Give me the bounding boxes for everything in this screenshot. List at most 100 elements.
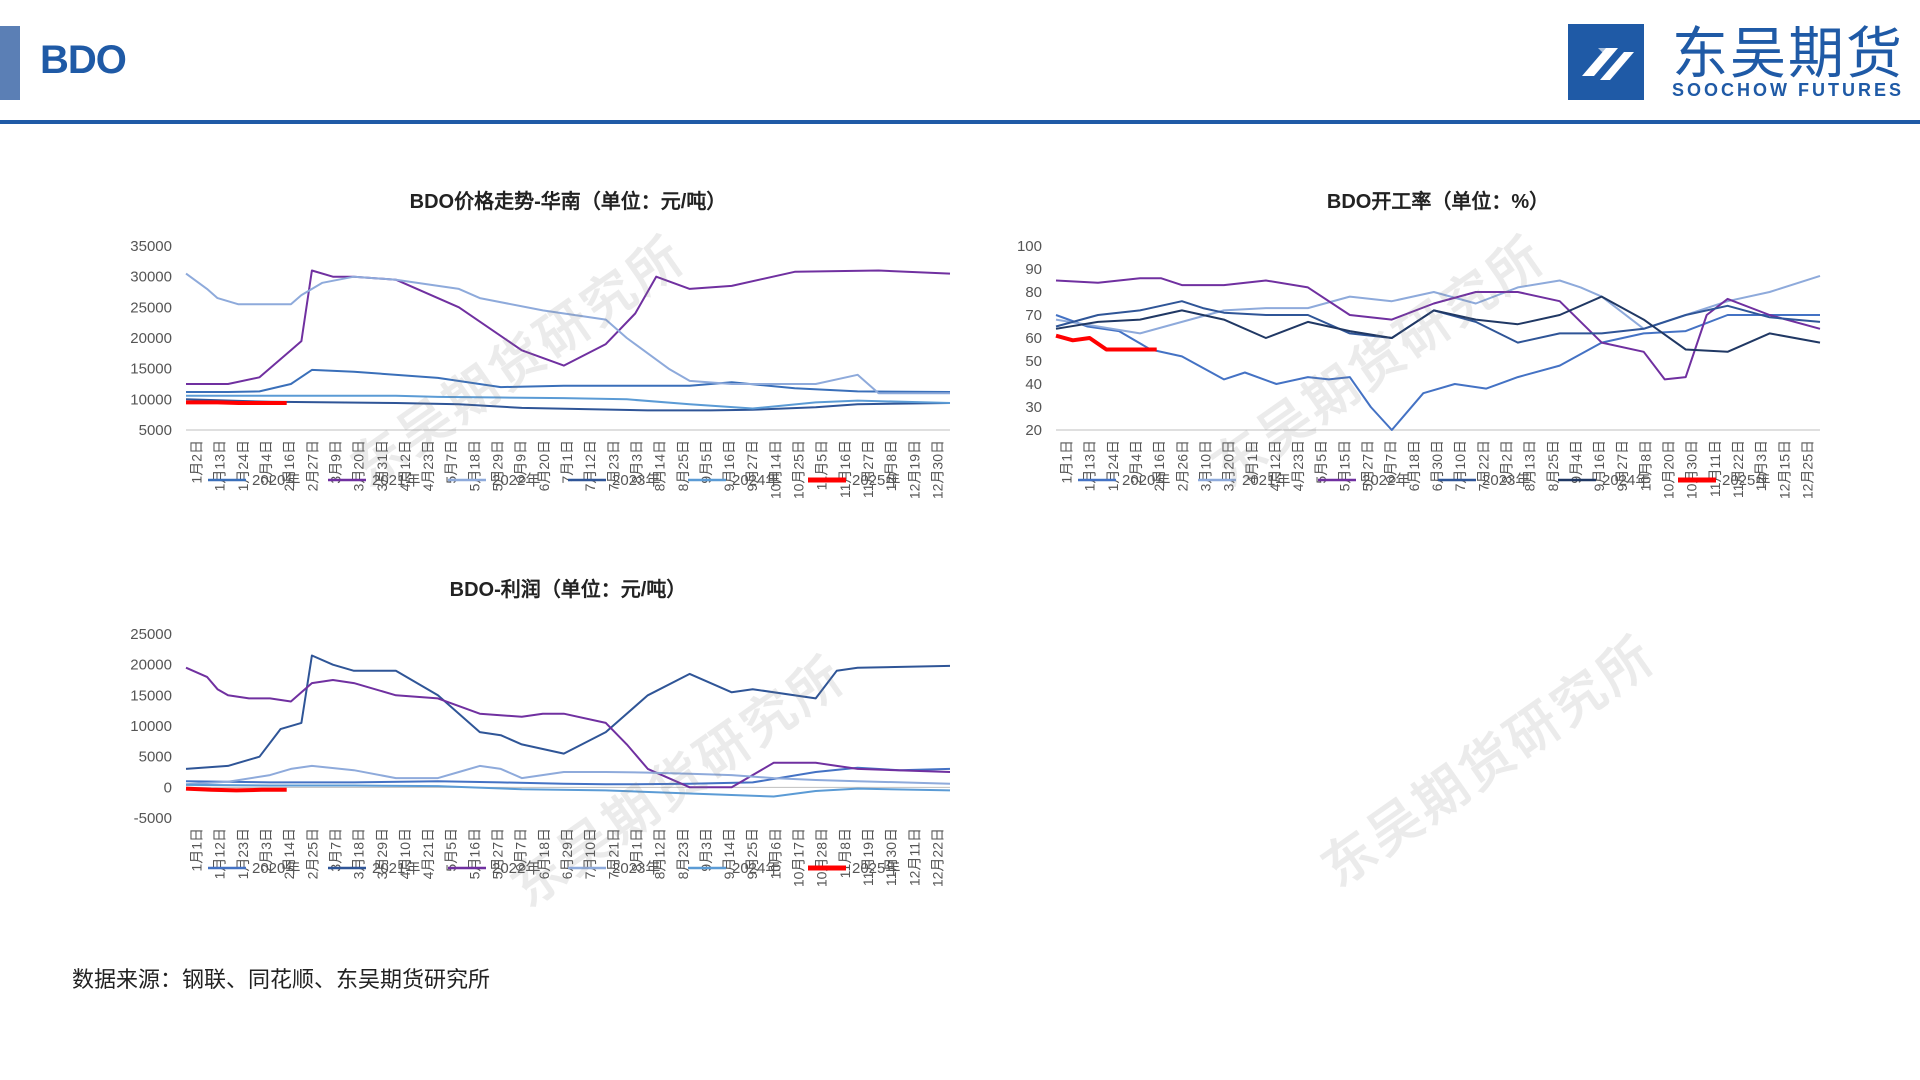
series-line-2024年 <box>185 783 951 798</box>
y-tick-label: 5000 <box>139 749 172 766</box>
x-tick-label: 9月16日 <box>721 440 737 491</box>
x-tick-label: 7月10日 <box>582 828 598 879</box>
y-tick-label: 15000 <box>130 687 172 704</box>
x-tick-label: 6月20日 <box>536 440 552 491</box>
x-tick-label: 8月23日 <box>675 828 691 879</box>
x-tick-label: 12月11日 <box>906 828 922 886</box>
x-tick-label: 1月24日 <box>1105 440 1121 491</box>
x-tick-label: 4月23日 <box>420 440 436 491</box>
company-logo: 东吴期货 SOOCHOW FUTURES <box>1568 22 1908 100</box>
x-tick-label: 8月14日 <box>652 440 668 491</box>
x-tick-label: 1月13日 <box>1082 440 1098 491</box>
y-tick-label: 25000 <box>130 299 172 316</box>
x-tick-label: 5月27日 <box>490 828 506 879</box>
x-tick-label: 8月25日 <box>675 440 691 491</box>
legend-label: 2021年 <box>372 860 420 877</box>
watermark: 东吴期货研究所 <box>1311 625 1667 899</box>
x-tick-label: 8月1日 <box>628 828 644 872</box>
chart-title: BDO-利润（单位：元/吨） <box>450 577 687 601</box>
x-tick-label: 7月22日 <box>1475 440 1491 491</box>
x-tick-label: 7月21日 <box>605 828 621 879</box>
x-tick-label: 12月19日 <box>906 440 922 499</box>
x-tick-label: 6月18日 <box>1406 440 1422 491</box>
x-tick-label: 9月5日 <box>698 440 714 484</box>
x-tick-label: 10月17日 <box>791 828 807 887</box>
y-tick-label: 90 <box>1025 261 1042 278</box>
series-line-2025年 <box>185 786 287 793</box>
x-tick-label: 1月12日 <box>212 828 228 879</box>
x-tick-label: 2月4日 <box>1128 440 1144 484</box>
legend-label: 2025年 <box>852 860 900 877</box>
x-tick-label: 4月12日 <box>1267 440 1283 491</box>
x-tick-label: 12月30日 <box>929 440 945 499</box>
y-tick-label: 10000 <box>130 391 172 408</box>
x-tick-label: 5月7日 <box>443 440 459 484</box>
x-tick-label: 1月2日 <box>189 440 205 484</box>
x-tick-label: 6月7日 <box>1383 440 1399 484</box>
x-tick-label: 1月13日 <box>212 440 228 491</box>
x-tick-label: 3月29日 <box>374 828 390 879</box>
x-tick-label: 6月18日 <box>536 828 552 879</box>
y-tick-label: 10000 <box>130 718 172 735</box>
x-tick-label: 3月10日 <box>1197 440 1213 491</box>
x-tick-label: 10月20日 <box>1661 440 1677 499</box>
x-tick-label: 10月28日 <box>814 828 830 887</box>
series-line-2020年 <box>186 368 951 393</box>
x-tick-label: 9月27日 <box>744 440 760 491</box>
y-tick-label: 35000 <box>130 238 172 255</box>
x-tick-label: 8月3日 <box>628 440 644 484</box>
x-tick-label: 2月16日 <box>281 440 297 491</box>
x-tick-label: 5月5日 <box>1313 440 1329 484</box>
y-tick-label: 20000 <box>130 330 172 347</box>
x-tick-label: 7月23日 <box>605 440 621 491</box>
series-line-2023年 <box>185 398 951 412</box>
y-tick-label: 30 <box>1025 399 1042 416</box>
x-tick-label: 1月23日 <box>235 828 251 879</box>
legend-label: 2023年 <box>1482 472 1530 489</box>
legend-label: 2020年 <box>1122 472 1170 489</box>
x-tick-label: 2月4日 <box>258 440 274 484</box>
x-tick-label: 11月19日 <box>860 828 876 886</box>
x-tick-label: 2月26日 <box>1174 440 1190 491</box>
chart-title: BDO开工率（单位：%） <box>1327 189 1549 213</box>
legend-label: 2023年 <box>612 472 660 489</box>
x-tick-label: 2月3日 <box>258 828 274 872</box>
x-tick-label: 2月14日 <box>281 828 297 879</box>
x-tick-label: 10月30日 <box>1684 440 1700 499</box>
x-tick-label: 1月24日 <box>235 440 251 491</box>
series-line-2023年 <box>185 764 951 786</box>
series-line-2025年 <box>186 400 287 405</box>
x-tick-label: 6月30日 <box>1429 440 1445 491</box>
operating-rate-chart: BDO开工率（单位：%） 20 30 40 50 60 70 80 90 100 1月1日 1月13日… <box>1017 189 1821 499</box>
logo-chinese-text: 东吴期货 <box>1672 22 1904 85</box>
x-tick-label: 4月12日 <box>397 440 413 491</box>
x-tick-label: 5月16日 <box>466 828 482 879</box>
data-source-note: 数据来源：钢联、同花顺、东吴期货研究所 <box>72 967 491 992</box>
y-tick-label: 5000 <box>139 422 172 439</box>
x-tick-label: 8月2日 <box>1498 440 1514 484</box>
y-tick-label: 20000 <box>130 657 172 674</box>
page-title: BDO <box>40 38 127 82</box>
x-tick-label: 5月27日 <box>1360 440 1376 491</box>
x-tick-label: 11月16日 <box>837 440 853 498</box>
y-tick-label: 80 <box>1025 284 1042 301</box>
x-tick-label: 8月12日 <box>652 828 668 879</box>
x-tick-label: 6月9日 <box>513 440 529 484</box>
series-line-2024年 <box>186 394 951 410</box>
x-tick-label: 5月15日 <box>1336 440 1352 491</box>
x-tick-label: 12月25日 <box>1799 440 1815 499</box>
x-tick-label: 1月1日 <box>189 828 205 872</box>
series-line-2020年 <box>1055 314 1820 431</box>
y-tick-label: 20 <box>1025 422 1042 439</box>
x-tick-label: 3月20日 <box>351 440 367 491</box>
x-tick-label: 1月1日 <box>1059 440 1075 484</box>
x-tick-label: 10月25日 <box>791 440 807 499</box>
x-tick-label: 5月5日 <box>443 828 459 872</box>
legend-label: 2023年 <box>612 860 660 877</box>
x-tick-label: 10月8日 <box>1637 440 1653 491</box>
price-chart: BDO价格走势-华南（单位：元/吨） 5000 10000 15000 20000 250… <box>130 189 951 499</box>
x-tick-label: 6月29日 <box>559 828 575 879</box>
legend-label: 2022年 <box>492 472 540 489</box>
logo-mark-icon <box>1568 24 1644 100</box>
y-tick-label: 15000 <box>130 361 172 378</box>
